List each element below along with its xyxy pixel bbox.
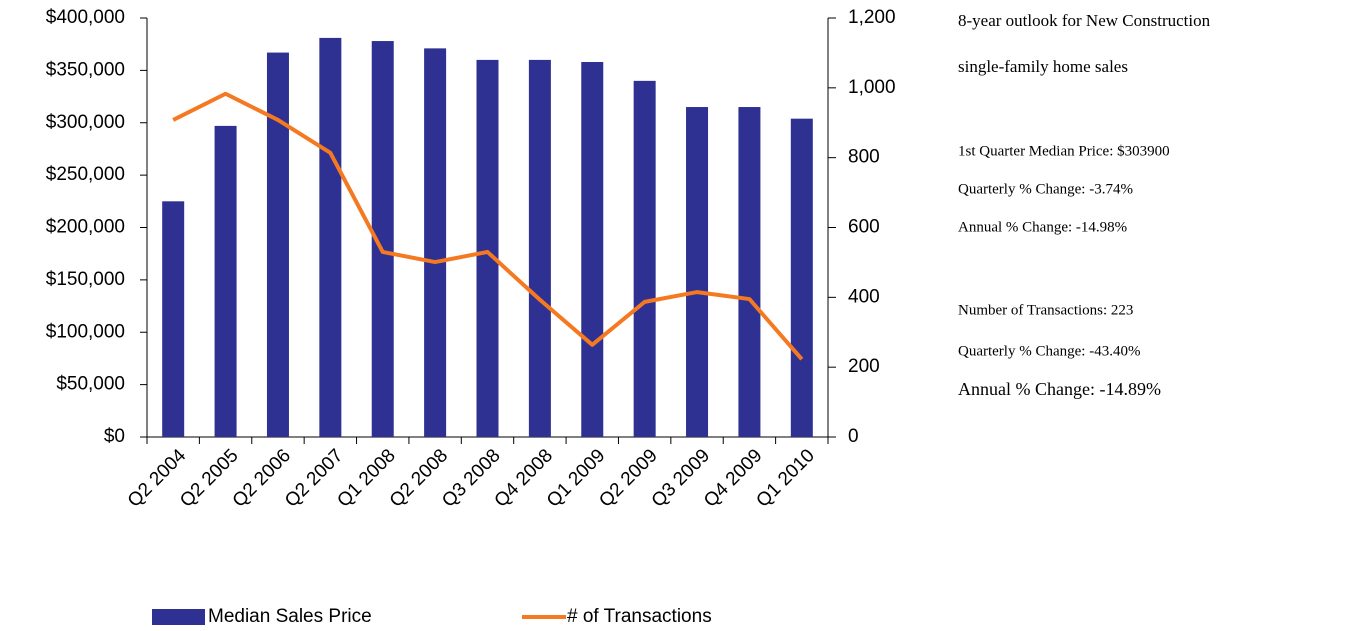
bar bbox=[790, 118, 813, 438]
annotation: Annual % Change: -14.98% bbox=[958, 219, 1127, 235]
y-tick-label: $250,000 bbox=[46, 164, 125, 185]
y-tick-label: $200,000 bbox=[46, 217, 125, 238]
bar bbox=[162, 201, 185, 437]
y2-tick-label: 200 bbox=[848, 356, 880, 377]
bar bbox=[424, 48, 447, 437]
legend-swatch bbox=[152, 609, 205, 625]
y2-tick-label: 1,200 bbox=[848, 7, 896, 28]
annotation: single-family home sales bbox=[958, 57, 1128, 76]
annotation: Annual % Change: -14.89% bbox=[958, 379, 1161, 399]
y2-tick-label: 0 bbox=[848, 426, 859, 447]
y2-tick-label: 400 bbox=[848, 286, 880, 307]
annotation: Quarterly % Change: -3.74% bbox=[958, 181, 1133, 197]
y2-tick-label: 600 bbox=[848, 217, 880, 238]
line bbox=[172, 91, 804, 361]
x-tick-label: Q1 2010 bbox=[752, 445, 818, 511]
y-tick-label: $400,000 bbox=[46, 7, 125, 28]
legend-label: # of Transactions bbox=[567, 606, 712, 627]
bar bbox=[528, 59, 551, 438]
bar bbox=[266, 52, 289, 437]
bar bbox=[476, 59, 499, 438]
y-tick-label: $0 bbox=[104, 426, 125, 447]
y-tick-label: $300,000 bbox=[46, 112, 125, 133]
y-tick-label: $350,000 bbox=[46, 59, 125, 80]
annotation: Number of Transactions: 223 bbox=[958, 302, 1133, 318]
bar bbox=[686, 107, 709, 437]
y2-tick-label: 800 bbox=[848, 147, 880, 168]
y-tick-label: $50,000 bbox=[56, 374, 125, 395]
y2-tick-label: 1,000 bbox=[848, 77, 896, 98]
legend-label: Median Sales Price bbox=[208, 606, 372, 627]
y-tick-label: $100,000 bbox=[46, 321, 125, 342]
bar bbox=[371, 41, 394, 438]
bar bbox=[319, 37, 342, 438]
bar bbox=[214, 125, 237, 437]
annotation: Quarterly % Change: -43.40% bbox=[958, 343, 1140, 359]
bar bbox=[633, 80, 656, 437]
bar bbox=[738, 107, 761, 437]
y-tick-label: $150,000 bbox=[46, 269, 125, 290]
bar bbox=[581, 61, 604, 438]
annotation: 1st Quarter Median Price: $303900 bbox=[958, 143, 1170, 159]
annotation: 8-year outlook for New Construction bbox=[958, 11, 1211, 30]
